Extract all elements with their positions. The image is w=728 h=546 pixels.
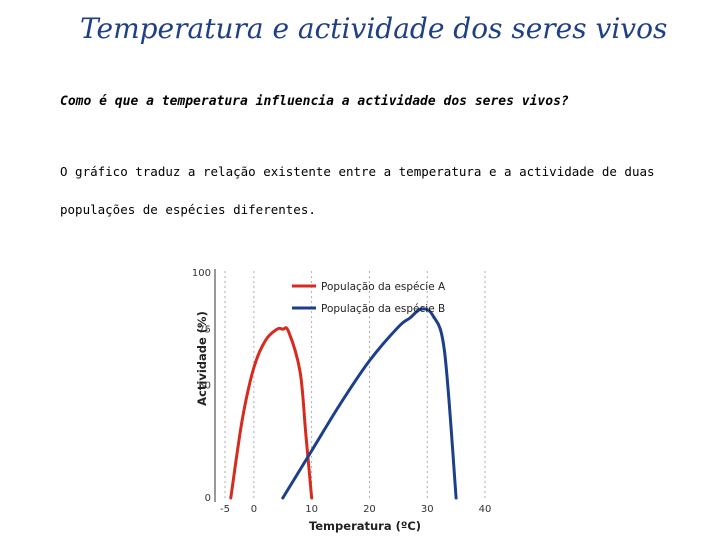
- description-line-2: populações de espécies diferentes.: [60, 202, 316, 217]
- legend-label-a: População da espécie A: [321, 281, 446, 293]
- x-tick-label: 0: [251, 504, 257, 515]
- y-tick-label: 100: [192, 268, 211, 279]
- y-axis-label: Actividade (%): [195, 311, 209, 406]
- description-line-1: O gráfico traduz a relação existente ent…: [60, 164, 655, 179]
- y-tick-label: 50: [198, 381, 211, 392]
- series-line-b: [281, 307, 458, 500]
- x-tick-label: -5: [220, 504, 230, 515]
- x-tick-label: 30: [421, 504, 434, 515]
- series-line-a: [229, 326, 314, 500]
- chart-legend: População da espécie A População da espéc…: [292, 281, 446, 315]
- chart-series: [229, 307, 458, 500]
- chart-grid: [224, 271, 486, 500]
- x-tick-label: 10: [305, 504, 318, 515]
- activity-chart: 0 50 75 100 -5 0 10 20 30 40 População da espécie…: [192, 268, 491, 533]
- legend-label-b: População da espécie B: [321, 303, 445, 315]
- chart-ticks: 0 50 75 100 -5 0 10 20 30 40: [192, 268, 491, 515]
- y-tick-label: 0: [205, 493, 211, 504]
- question-text: Como é que a temperatura influencia a ac…: [60, 94, 569, 109]
- y-tick-label: 75: [198, 324, 211, 335]
- x-axis-label: Temperatura (ºC): [309, 519, 421, 533]
- x-tick-label: 20: [363, 504, 376, 515]
- page-title: Temperatura e actividade dos seres vivos: [80, 12, 668, 45]
- x-tick-label: 40: [479, 504, 492, 515]
